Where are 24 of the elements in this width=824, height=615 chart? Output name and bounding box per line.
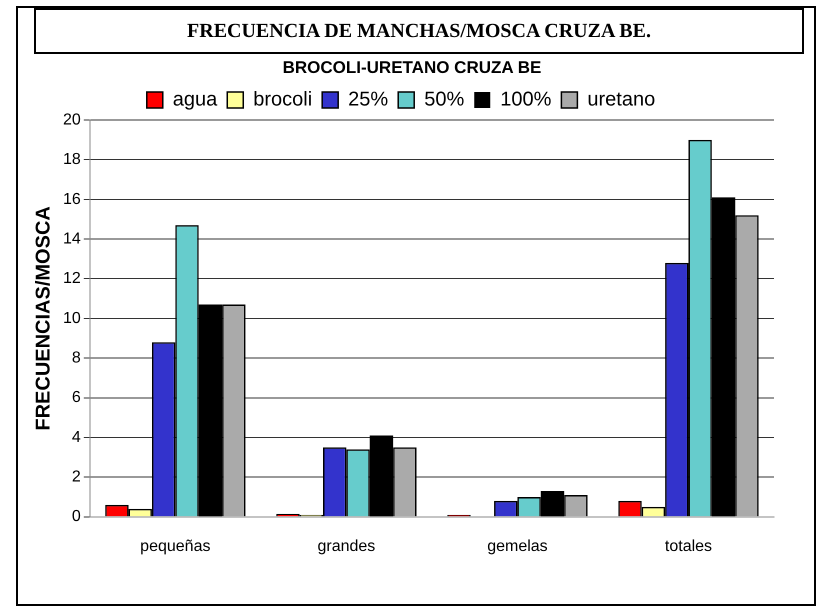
legend-label: agua (172, 88, 218, 111)
legend-label: brocoli (253, 88, 312, 111)
y-axis-title: FRECUENCIAS/MOSCA (32, 206, 55, 431)
legend-label: 25% (348, 88, 388, 111)
y-tick-label: 14 (63, 230, 81, 248)
chart-subtitle: BROCOLI-URETANO CRUZA BE (282, 58, 542, 78)
x-tick-label: totales (664, 538, 712, 555)
y-tick-label: 12 (63, 270, 81, 288)
y-tick-label: 16 (63, 190, 81, 208)
legend-label: 100% (500, 88, 552, 111)
y-tick-label: 6 (72, 389, 81, 406)
y-tick-label: 20 (63, 111, 81, 128)
y-tick-label: 10 (63, 310, 81, 327)
y-tick-label: 4 (72, 428, 81, 446)
y-tick-label: 2 (72, 468, 81, 486)
legend-label: uretano (587, 88, 656, 111)
chart-title: FRECUENCIA DE MANCHAS/MOSCA CRUZA BE. (186, 20, 652, 43)
y-tick-label: 0 (72, 508, 81, 526)
x-tick-label: gemelas (487, 538, 548, 555)
x-tick-label: pequeñas (140, 538, 210, 555)
legend-label: 50% (424, 88, 464, 111)
x-tick-label: grandes (317, 538, 376, 555)
y-tick-label: 18 (63, 151, 81, 168)
y-tick-label: 8 (72, 349, 81, 366)
